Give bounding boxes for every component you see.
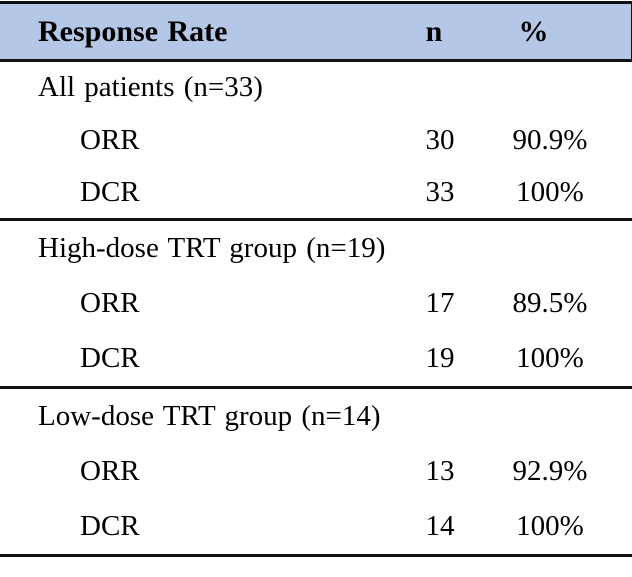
table-row: ORR 30 90.9% bbox=[0, 114, 632, 167]
table-row: ORR 17 89.5% bbox=[0, 276, 632, 332]
n-value: 19 bbox=[390, 331, 482, 389]
table-row: DCR 14 100% bbox=[0, 499, 632, 557]
row-label: DCR bbox=[0, 499, 390, 557]
table-header: Response Rate n % bbox=[0, 1, 632, 62]
table-row: DCR 19 100% bbox=[0, 331, 632, 389]
percent-value: 100% bbox=[482, 166, 632, 221]
header-n: n bbox=[390, 1, 482, 62]
group-row: All patients (n=33) bbox=[0, 61, 632, 114]
percent-value: 89.5% bbox=[512, 287, 588, 319]
group-label: Low-dose TRT group (n=14) bbox=[38, 399, 381, 432]
row-label: ORR bbox=[80, 455, 140, 487]
percent-value: 100% bbox=[482, 331, 632, 389]
header-response-rate: Response Rate bbox=[0, 1, 390, 62]
table-header-row: Response Rate n % bbox=[0, 1, 632, 62]
response-rate-table: Response Rate n % All patients (n=33) OR… bbox=[0, 1, 632, 557]
table-row: DCR 33 100% bbox=[0, 166, 632, 221]
percent-value: 92.9% bbox=[512, 455, 588, 487]
group-label: High-dose TRT group (n=19) bbox=[38, 231, 386, 264]
percent-value: 100% bbox=[482, 499, 632, 557]
n-value: 17 bbox=[425, 287, 455, 319]
percent-value: 90.9% bbox=[512, 123, 588, 156]
row-label: DCR bbox=[0, 166, 390, 221]
group-row: High-dose TRT group (n=19) bbox=[0, 220, 632, 276]
header-percent: % bbox=[482, 1, 632, 62]
group-label: All patients (n=33) bbox=[38, 71, 263, 104]
n-value: 33 bbox=[390, 166, 482, 221]
n-value: 30 bbox=[425, 123, 455, 156]
row-label: ORR bbox=[80, 123, 140, 156]
section-low-dose: Low-dose TRT group (n=14) ORR 13 92.9% D… bbox=[0, 388, 632, 557]
row-label: ORR bbox=[80, 287, 140, 319]
n-value: 13 bbox=[425, 455, 455, 487]
n-value: 14 bbox=[390, 499, 482, 557]
row-label: DCR bbox=[0, 331, 390, 389]
table-row: ORR 13 92.9% bbox=[0, 444, 632, 500]
section-high-dose: High-dose TRT group (n=19) ORR 17 89.5% … bbox=[0, 220, 632, 389]
section-all-patients: All patients (n=33) ORR 30 90.9% DCR 33 … bbox=[0, 61, 632, 221]
group-row: Low-dose TRT group (n=14) bbox=[0, 388, 632, 444]
